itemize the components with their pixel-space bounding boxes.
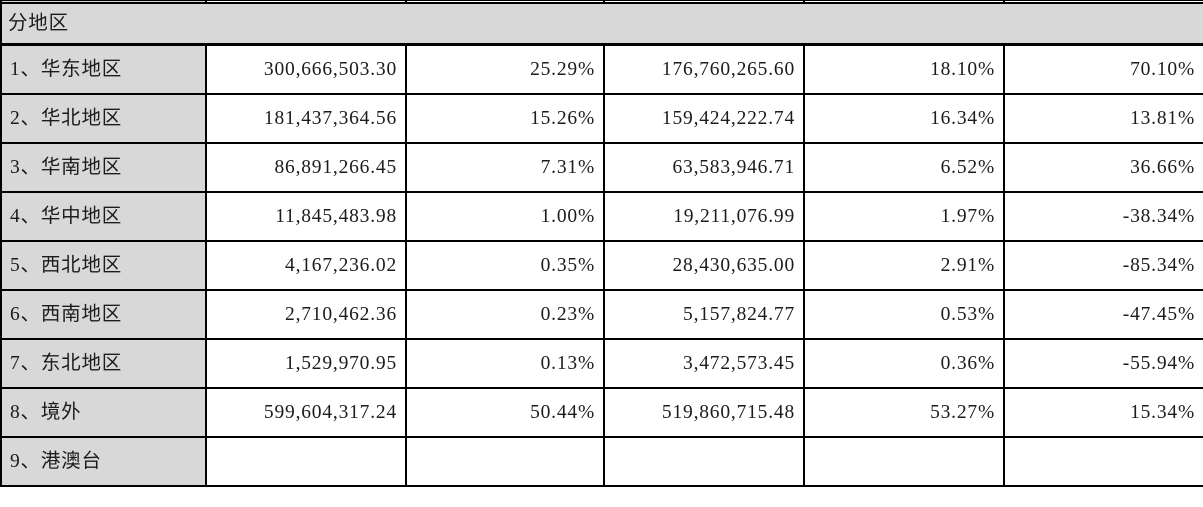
amount-current-cell: 86,891,266.45	[205, 142, 407, 193]
region-cell: 7、东北地区	[0, 338, 207, 389]
pct-current-cell: 15.26%	[405, 93, 605, 144]
pct-change-cell: -47.45%	[1003, 289, 1203, 340]
amount-prior-cell	[603, 436, 805, 487]
pct-prior-cell: 53.27%	[803, 387, 1005, 438]
pct-current-cell: 7.31%	[405, 142, 605, 193]
pct-current-cell: 0.35%	[405, 240, 605, 291]
amount-current-cell: 11,845,483.98	[205, 191, 407, 242]
amount-current-cell: 300,666,503.30	[205, 43, 407, 95]
amount-current-cell: 4,167,236.02	[205, 240, 407, 291]
section-header-label: 分地区	[0, 2, 1203, 46]
table-row: 6、西南地区 2,710,462.36 0.23% 5,157,824.77 0…	[0, 289, 1203, 340]
region-breakdown-table: 分地区 1、华东地区 300,666,503.30 25.29% 176,760…	[0, 0, 1203, 487]
pct-prior-cell: 16.34%	[803, 93, 1005, 144]
pct-change-cell: -38.34%	[1003, 191, 1203, 242]
amount-prior-cell: 28,430,635.00	[603, 240, 805, 291]
amount-prior-cell: 19,211,076.99	[603, 191, 805, 242]
region-cell: 3、华南地区	[0, 142, 207, 193]
table-row: 4、华中地区 11,845,483.98 1.00% 19,211,076.99…	[0, 191, 1203, 242]
amount-current-cell: 1,529,970.95	[205, 338, 407, 389]
pct-current-cell: 1.00%	[405, 191, 605, 242]
pct-change-cell: 36.66%	[1003, 142, 1203, 193]
pct-change-cell: 13.81%	[1003, 93, 1203, 144]
amount-prior-cell: 63,583,946.71	[603, 142, 805, 193]
pct-prior-cell: 0.36%	[803, 338, 1005, 389]
pct-current-cell: 0.13%	[405, 338, 605, 389]
pct-prior-cell: 0.53%	[803, 289, 1005, 340]
amount-current-cell: 181,437,364.56	[205, 93, 407, 144]
pct-current-cell: 25.29%	[405, 43, 605, 95]
table-row: 3、华南地区 86,891,266.45 7.31% 63,583,946.71…	[0, 142, 1203, 193]
pct-current-cell	[405, 436, 605, 487]
region-cell: 1、华东地区	[0, 43, 207, 95]
amount-prior-cell: 5,157,824.77	[603, 289, 805, 340]
table-row: 5、西北地区 4,167,236.02 0.35% 28,430,635.00 …	[0, 240, 1203, 291]
pct-change-cell	[1003, 436, 1203, 487]
amount-current-cell	[205, 436, 407, 487]
amount-current-cell: 2,710,462.36	[205, 289, 407, 340]
region-cell: 2、华北地区	[0, 93, 207, 144]
pct-change-cell: 15.34%	[1003, 387, 1203, 438]
amount-current-cell: 599,604,317.24	[205, 387, 407, 438]
pct-prior-cell: 2.91%	[803, 240, 1005, 291]
region-cell: 9、港澳台	[0, 436, 207, 487]
pct-prior-cell: 18.10%	[803, 43, 1005, 95]
pct-current-cell: 50.44%	[405, 387, 605, 438]
amount-prior-cell: 3,472,573.45	[603, 338, 805, 389]
amount-prior-cell: 519,860,715.48	[603, 387, 805, 438]
region-cell: 4、华中地区	[0, 191, 207, 242]
table-row: 8、境外 599,604,317.24 50.44% 519,860,715.4…	[0, 387, 1203, 438]
table-row: 1、华东地区 300,666,503.30 25.29% 176,760,265…	[0, 43, 1203, 95]
amount-prior-cell: 159,424,222.74	[603, 93, 805, 144]
region-cell: 8、境外	[0, 387, 207, 438]
pct-change-cell: -55.94%	[1003, 338, 1203, 389]
region-cell: 6、西南地区	[0, 289, 207, 340]
pct-change-cell: 70.10%	[1003, 43, 1203, 95]
pct-prior-cell: 6.52%	[803, 142, 1005, 193]
pct-prior-cell	[803, 436, 1005, 487]
section-header-row: 分地区	[0, 2, 1203, 46]
section-header-text: 分地区	[8, 12, 69, 34]
amount-prior-cell: 176,760,265.60	[603, 43, 805, 95]
table-row: 2、华北地区 181,437,364.56 15.26% 159,424,222…	[0, 93, 1203, 144]
pct-current-cell: 0.23%	[405, 289, 605, 340]
pct-change-cell: -85.34%	[1003, 240, 1203, 291]
pct-prior-cell: 1.97%	[803, 191, 1005, 242]
table-row: 7、东北地区 1,529,970.95 0.13% 3,472,573.45 0…	[0, 338, 1203, 389]
table-row: 9、港澳台	[0, 436, 1203, 487]
region-cell: 5、西北地区	[0, 240, 207, 291]
